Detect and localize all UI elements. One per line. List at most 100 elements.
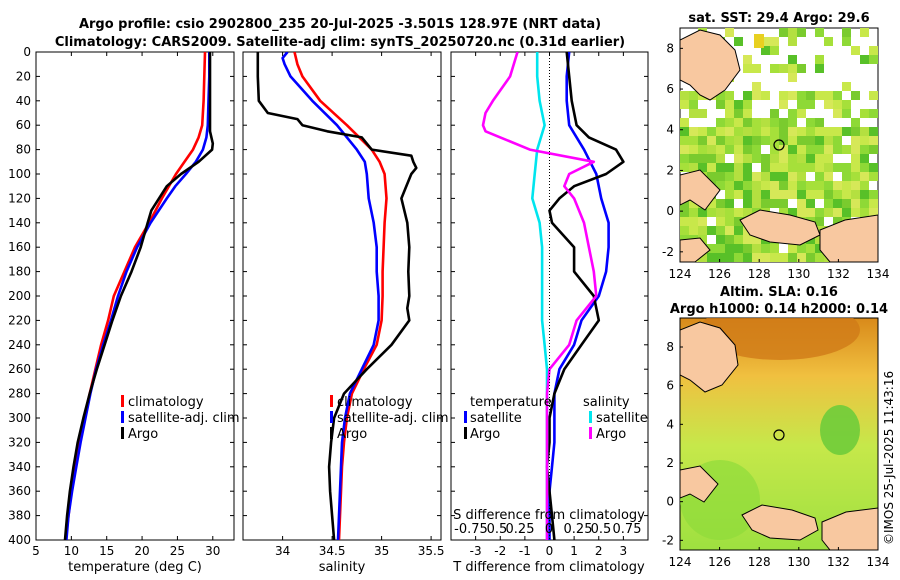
sst-cell [716,154,725,163]
map-y-tick-label: -2 [662,245,674,259]
sst-cell [788,136,797,145]
sst-cell [806,181,815,190]
sst-cell [833,100,842,109]
legend-marker-t-satellite [464,411,467,423]
sst-cell [797,154,806,163]
sst-cell [806,208,815,217]
sst-cell [752,82,761,91]
sst-cell [851,127,860,136]
sst-cell [842,145,851,154]
sst-cell [716,100,725,109]
map-y-tick-label: 8 [666,41,674,55]
sst-cell [734,235,743,244]
sst-cell [716,253,725,262]
sst-cell [752,244,761,253]
sst-cell [779,181,788,190]
sst-cell [725,226,734,235]
sst-cell [743,100,752,109]
sst-cell [788,109,797,118]
sst-cell [725,253,734,262]
sst-cell [797,244,806,253]
sst-cell [815,253,824,262]
sst-cell [833,163,842,172]
sla-high-anomaly [700,318,860,360]
series-line-s-argo [481,52,598,540]
sst-cell [752,199,761,208]
sst-cell [743,109,752,118]
s-difference-tick-label: 0.5 [487,522,508,537]
series-line-t-satellite [548,52,610,540]
sst-cell [689,145,698,154]
sst-cell [779,64,788,73]
sst-cell [770,190,779,199]
sst-cell [869,190,878,199]
s-difference-tick-label: 0.75 [613,522,642,537]
sst-cell [779,208,788,217]
sst-cell [680,145,689,154]
map-x-tick-label: 134 [867,267,890,281]
figure-title-line1: Argo profile: csio 2902800_235 20-Jul-20… [79,17,601,32]
sst-cell [806,163,815,172]
sst-cell [842,172,851,181]
sst-cell [680,100,689,109]
depth-tick-label: 380 [8,509,31,523]
sst-cell [734,136,743,145]
sst-cell [806,118,815,127]
x-tick-label: 15 [99,544,114,558]
sst-cell [743,253,752,262]
sst-cell [815,190,824,199]
depth-tick-label: 400 [8,533,31,547]
sst-cell [752,136,761,145]
x-tick-label: 35 [374,544,389,558]
sst-cell [716,199,725,208]
sst-cell [734,109,743,118]
sst-cell [752,118,761,127]
sst-cell [815,217,824,226]
sst-cell [680,127,689,136]
sst-cell [779,118,788,127]
sst-cell [815,64,824,73]
sla-map-field [680,318,878,550]
sst-cell [734,118,743,127]
sst-cell [716,91,725,100]
map-x-tick-label: 128 [748,267,771,281]
sst-cell [788,190,797,199]
sst-cell [869,109,878,118]
map-x-tick-label: 124 [669,267,692,281]
sst-cell [743,154,752,163]
legend-label-t-satellite: satellite [470,411,522,426]
legend-label-satellite: satellite-adj. clim [128,411,240,426]
sst-cell [716,217,725,226]
sst-cell [860,199,869,208]
sst-cell [743,172,752,181]
sst-cell [743,136,752,145]
sst-cell [851,145,860,154]
sst-cell [842,109,851,118]
sst-cell [797,28,806,37]
sst-cell [815,172,824,181]
sst-cell [743,163,752,172]
depth-tick-label: 180 [8,265,31,279]
sst-cell [752,190,761,199]
depth-tick-label: 160 [8,240,31,254]
sst-cell [833,127,842,136]
s-difference-tick-label: 0.25 [506,522,535,537]
temperature-legend: climatology satellite-adj. clim Argo [121,395,240,442]
depth-tick-label: 300 [8,411,31,425]
sst-cell [824,100,833,109]
depth-tick-label: 340 [8,460,31,474]
sst-cell [725,145,734,154]
sst-cell [842,100,851,109]
sst-cell [833,91,842,100]
sst-map: sat. SST: 29.4 Argo: 29.6 124 126 128 130 13… [662,11,889,281]
series-line-argo [63,52,215,540]
sst-cell [842,37,851,46]
legend-label-argo: Argo [337,427,367,442]
sst-cell [797,190,806,199]
sst-cell [707,154,716,163]
sst-cell [788,253,797,262]
sst-cell [725,136,734,145]
map-x-tick-label: 134 [867,555,890,569]
sst-cell [770,199,779,208]
sst-cell [842,82,851,91]
